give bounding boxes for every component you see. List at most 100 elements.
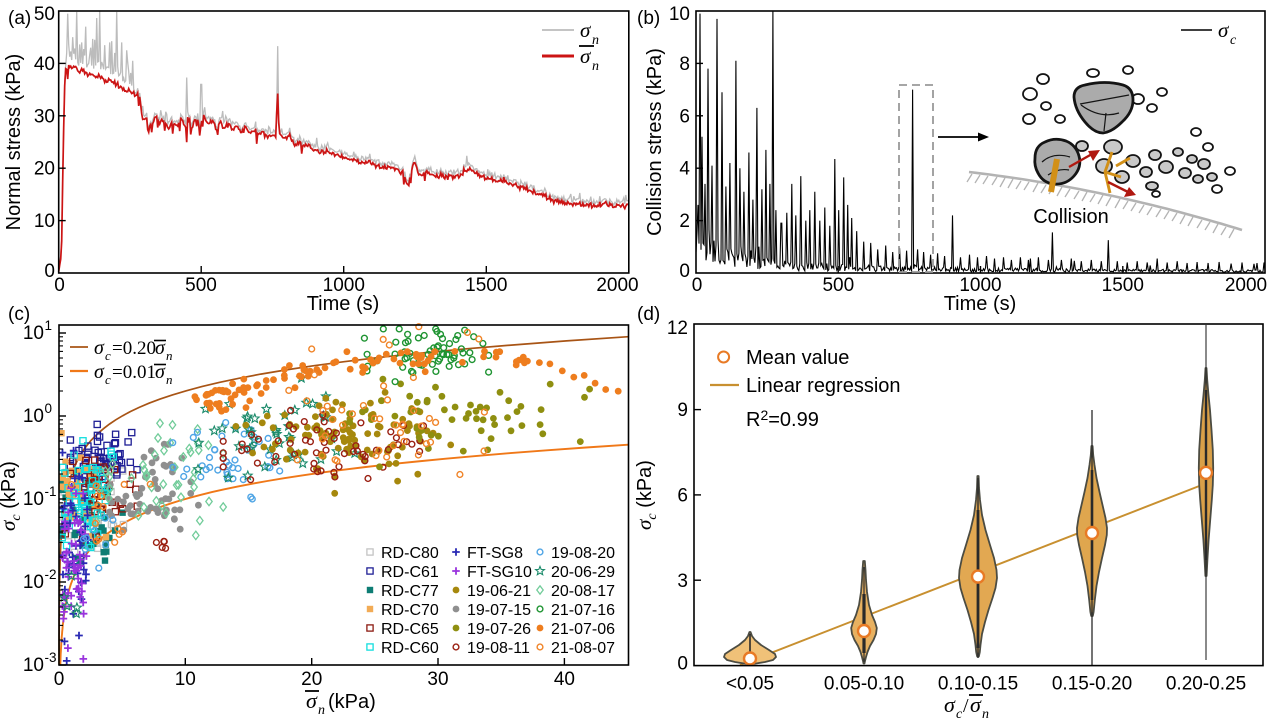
svg-text:1: 1 [45,318,53,333]
svg-text:σ: σ [306,688,318,713]
svg-text:20: 20 [34,159,55,180]
svg-text:RD-C61: RD-C61 [381,564,439,581]
svg-text:1000: 1000 [959,275,1001,296]
svg-text:20-06-29: 20-06-29 [551,564,615,581]
svg-text:σ: σ [944,692,956,717]
svg-text:1500: 1500 [465,275,507,296]
svg-text:20: 20 [301,669,322,690]
svg-text:6: 6 [677,485,688,506]
svg-text:n: n [166,348,173,363]
svg-text:21-08-07: 21-08-07 [551,640,615,657]
svg-text:0: 0 [54,275,65,296]
svg-text:50: 50 [34,4,55,25]
svg-text:0.10-0.15: 0.10-0.15 [938,674,1018,695]
svg-text:1500: 1500 [1102,275,1144,296]
svg-text:RD-C80: RD-C80 [381,545,439,562]
svg-text:c: c [105,372,111,387]
svg-text:4: 4 [679,159,690,180]
svg-text:0: 0 [677,654,688,675]
svg-text:10: 10 [669,4,690,25]
svg-text:Collision stress (kPa): Collision stress (kPa) [644,48,666,236]
svg-text:c: c [1230,33,1237,48]
svg-text:19-08-20: 19-08-20 [551,545,615,562]
svg-text:0: 0 [44,261,55,282]
svg-text:c: c [956,707,963,722]
svg-text:n: n [166,372,173,387]
svg-text:10: 10 [23,323,44,344]
svg-text:σ: σ [94,337,105,359]
svg-text:-2: -2 [45,567,57,582]
svg-text:0: 0 [692,275,703,296]
svg-text:10: 10 [23,489,44,510]
svg-text:30: 30 [34,106,55,127]
svg-text:σ: σ [970,692,982,717]
svg-text:3: 3 [677,571,688,592]
svg-text:Time (s): Time (s) [307,293,380,315]
svg-text:500: 500 [822,275,854,296]
svg-text:19-07-15: 19-07-15 [467,602,531,619]
svg-text:n: n [982,707,989,722]
svg-text:8: 8 [679,54,690,75]
svg-text:2: 2 [679,211,690,232]
svg-text:21-07-06: 21-07-06 [551,621,615,638]
svg-text:Normal stress (kPa): Normal stress (kPa) [3,54,25,231]
svg-text:0: 0 [54,669,65,690]
svg-text:c: c [105,348,111,363]
svg-text:500: 500 [185,275,217,296]
svg-text:n: n [592,59,599,74]
svg-text:0.05-0.10: 0.05-0.10 [824,674,904,695]
svg-text:(a): (a) [8,8,31,29]
svg-text:n: n [318,703,325,718]
svg-text:RD-C60: RD-C60 [381,640,439,657]
svg-text:/: / [963,695,969,717]
svg-text:2000: 2000 [1225,275,1267,296]
svg-text:10: 10 [23,572,44,593]
svg-text:Collision: Collision [1033,206,1109,228]
svg-text:Mean value: Mean value [746,347,849,369]
svg-text:19-07-26: 19-07-26 [467,621,531,638]
svg-text:12: 12 [667,318,688,339]
svg-text:R2=0.99: R2=0.99 [746,407,819,431]
svg-text:σ: σ [155,361,166,383]
svg-text:19-08-11: 19-08-11 [467,640,530,657]
svg-text:6: 6 [679,106,690,127]
svg-text:-1: -1 [45,484,57,499]
svg-text:σc (kPa): σc (kPa) [632,460,660,530]
svg-text:σ: σ [155,337,166,359]
svg-text:Time (s): Time (s) [944,293,1017,315]
svg-text:21-07-16: 21-07-16 [551,602,615,619]
svg-text:19-06-21: 19-06-21 [467,583,531,600]
svg-text:9: 9 [677,400,688,421]
svg-text:FT-SG8: FT-SG8 [467,545,523,562]
svg-text:0.15-0.20: 0.15-0.20 [1052,674,1132,695]
svg-text:=0.20: =0.20 [112,338,156,359]
svg-text:0.20-0.25: 0.20-0.25 [1166,674,1246,695]
svg-text:<0.05: <0.05 [726,674,774,695]
svg-text:σ: σ [580,18,592,42]
svg-text:2000: 2000 [596,275,638,296]
svg-text:(d): (d) [637,304,660,325]
svg-text:10: 10 [34,211,55,232]
svg-text:10: 10 [23,406,44,427]
svg-text:n: n [592,33,599,48]
svg-text:10: 10 [175,669,196,690]
svg-text:=0.01: =0.01 [112,362,156,383]
svg-text:40: 40 [554,669,575,690]
svg-text:RD-C70: RD-C70 [381,602,439,619]
svg-text:RD-C77: RD-C77 [381,583,439,600]
svg-text:(c): (c) [8,304,30,325]
svg-text:-3: -3 [45,650,57,665]
svg-text:0: 0 [679,261,690,282]
svg-text:10: 10 [23,655,44,676]
svg-text:(b): (b) [637,8,660,29]
svg-text:Linear regression: Linear regression [746,375,901,397]
svg-text:σ: σ [94,361,105,383]
svg-text:σ: σ [580,44,592,68]
svg-text:RD-C65: RD-C65 [381,621,439,638]
svg-text:FT-SG10: FT-SG10 [467,564,532,581]
svg-text:0: 0 [45,401,53,416]
svg-text:(kPa): (kPa) [328,691,376,713]
svg-text:20-08-17: 20-08-17 [551,583,615,600]
svg-text:40: 40 [34,54,55,75]
svg-text:30: 30 [427,669,448,690]
